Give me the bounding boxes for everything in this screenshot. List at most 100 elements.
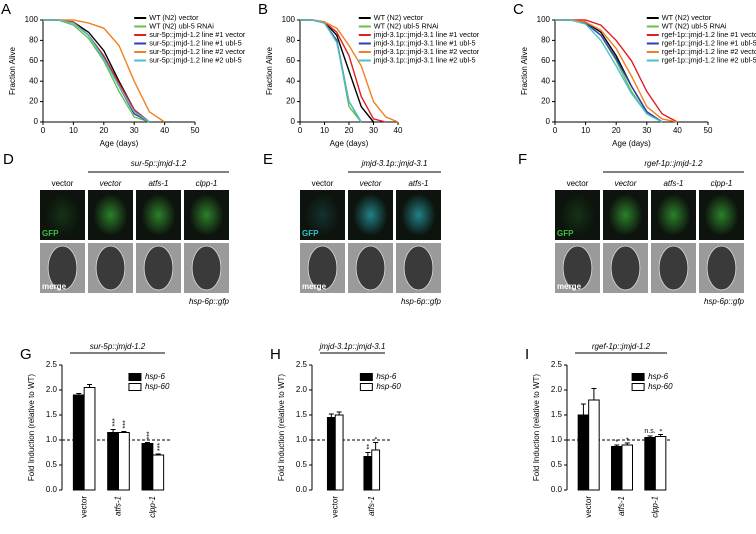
worm-cluster (658, 245, 689, 291)
y-tick-label: 40 (541, 76, 550, 85)
survival-curve (43, 19, 150, 123)
panel-letter: E (263, 151, 273, 168)
bar (654, 436, 667, 491)
legend-label: WT (N2) vector (374, 13, 424, 22)
x-tick-label: 30 (642, 126, 651, 135)
survival-curve (555, 19, 678, 123)
channel-label: GFP (42, 229, 59, 238)
worm-glow (353, 194, 388, 236)
y-tick-label: 0.5 (46, 460, 58, 469)
panel-letter: F (518, 151, 527, 168)
worm-cluster (403, 245, 434, 291)
column-label: clpp-1 (196, 179, 218, 188)
significance-label: * (374, 437, 381, 440)
reporter-label: hsp-6p::gfp (704, 297, 745, 306)
survival-curve (300, 19, 362, 123)
y-tick-label: 20 (29, 97, 38, 106)
panel-letter: B (258, 1, 268, 18)
significance-label: * (659, 429, 666, 432)
worm-cluster (610, 245, 641, 291)
x-axis-label: Age (days) (612, 139, 651, 148)
worm-cluster (143, 245, 174, 291)
legend-label: WT (N2) ubl-5 RNAi (374, 21, 439, 30)
legend-label: rgef-1p::jmjd-1.2 line #2 ubl-5 (662, 55, 756, 64)
bar (371, 449, 381, 491)
channel-label: GFP (302, 229, 319, 238)
worm-cluster (47, 245, 78, 291)
survival-curve (43, 19, 150, 123)
legend-label: rgef-1p::jmjd-1.2 line #1 vector (662, 30, 756, 39)
error-bar (365, 452, 371, 457)
survival-curve (43, 19, 150, 123)
bar (334, 414, 344, 491)
y-tick-label: 20 (286, 97, 295, 106)
reporter-label: hsp-6p::gfp (189, 297, 230, 306)
y-axis-label: Fraction Alive (8, 46, 17, 95)
error-bar (76, 393, 82, 395)
category-label: clpp-1 (650, 496, 659, 518)
survival-curve (43, 19, 165, 123)
significance-label: *** (112, 418, 119, 426)
column-label: vector (360, 179, 382, 188)
y-axis-label: Fold Induction (relative to WT) (277, 374, 286, 481)
bar (326, 417, 336, 491)
panel-letter: I (525, 346, 529, 363)
y-axis-label: Fraction Alive (265, 46, 274, 95)
y-tick-label: 2.0 (46, 385, 58, 394)
significance-label: ** (367, 444, 374, 450)
significance-label: *** (123, 420, 130, 428)
panel-letter: D (3, 151, 14, 168)
legend-label: hsp-6 (145, 372, 166, 381)
error-bar (155, 453, 161, 455)
channel-label: merge (557, 282, 582, 291)
legend-label: jmjd-3.1p::jmjd-3.1 line #2 vector (373, 47, 480, 56)
bar (72, 394, 85, 491)
channel-label: merge (42, 282, 67, 291)
x-tick-label: 0 (41, 126, 46, 135)
column-label: vector (615, 179, 637, 188)
x-tick-label: 40 (160, 126, 169, 135)
worm-cluster (562, 245, 593, 291)
error-bar (591, 388, 597, 400)
y-tick-label: 2.5 (46, 360, 58, 369)
x-tick-label: 10 (320, 126, 329, 135)
significance-label: n.s. (644, 428, 655, 435)
legend-swatch (359, 383, 373, 391)
bar (107, 432, 119, 491)
legend-label: sur-5p::jmjd-1.2 line #1 ubl-5 (149, 38, 241, 47)
error-bar (658, 434, 664, 437)
x-tick-label: 30 (130, 126, 139, 135)
y-axis-label: Fold Induction (relative to WT) (27, 374, 36, 481)
x-tick-label: 20 (612, 126, 621, 135)
group-title: jmjd-3.1p::jmjd-3.1 (361, 159, 428, 168)
y-tick-label: 1.5 (551, 410, 563, 419)
y-tick-label: 0.0 (296, 485, 308, 494)
legend-label: sur-5p::jmjd-1.2 line #2 ubl-5 (149, 55, 241, 64)
worm-cluster (95, 245, 126, 291)
column-label: clpp-1 (711, 179, 733, 188)
y-tick-label: 2.5 (296, 360, 308, 369)
legend-label: WT (N2) ubl-5 RNAi (662, 21, 727, 30)
survival-curve (555, 19, 663, 123)
group-title: sur-5p::jmjd-1.2 (131, 159, 187, 168)
x-tick-label: 30 (369, 126, 378, 135)
error-bar (110, 429, 116, 433)
channel-label: merge (302, 282, 327, 291)
x-tick-label: 50 (191, 126, 200, 135)
bar (363, 456, 373, 491)
error-bar (87, 384, 93, 388)
panel-letter: H (270, 346, 281, 363)
column-label: atfs-1 (148, 179, 168, 188)
error-bar (647, 435, 653, 438)
legend-label: WT (N2) vector (662, 13, 712, 22)
group-title: rgef-1p::jmjd-1.2 (592, 342, 651, 351)
y-tick-label: 1.0 (551, 435, 563, 444)
worm-cluster (355, 245, 386, 291)
worm-glow (93, 194, 128, 236)
x-tick-label: 10 (581, 126, 590, 135)
y-axis-label: Fraction Alive (520, 46, 529, 95)
y-tick-label: 80 (286, 36, 295, 45)
channel-label: GFP (557, 229, 574, 238)
x-tick-label: 40 (673, 126, 682, 135)
